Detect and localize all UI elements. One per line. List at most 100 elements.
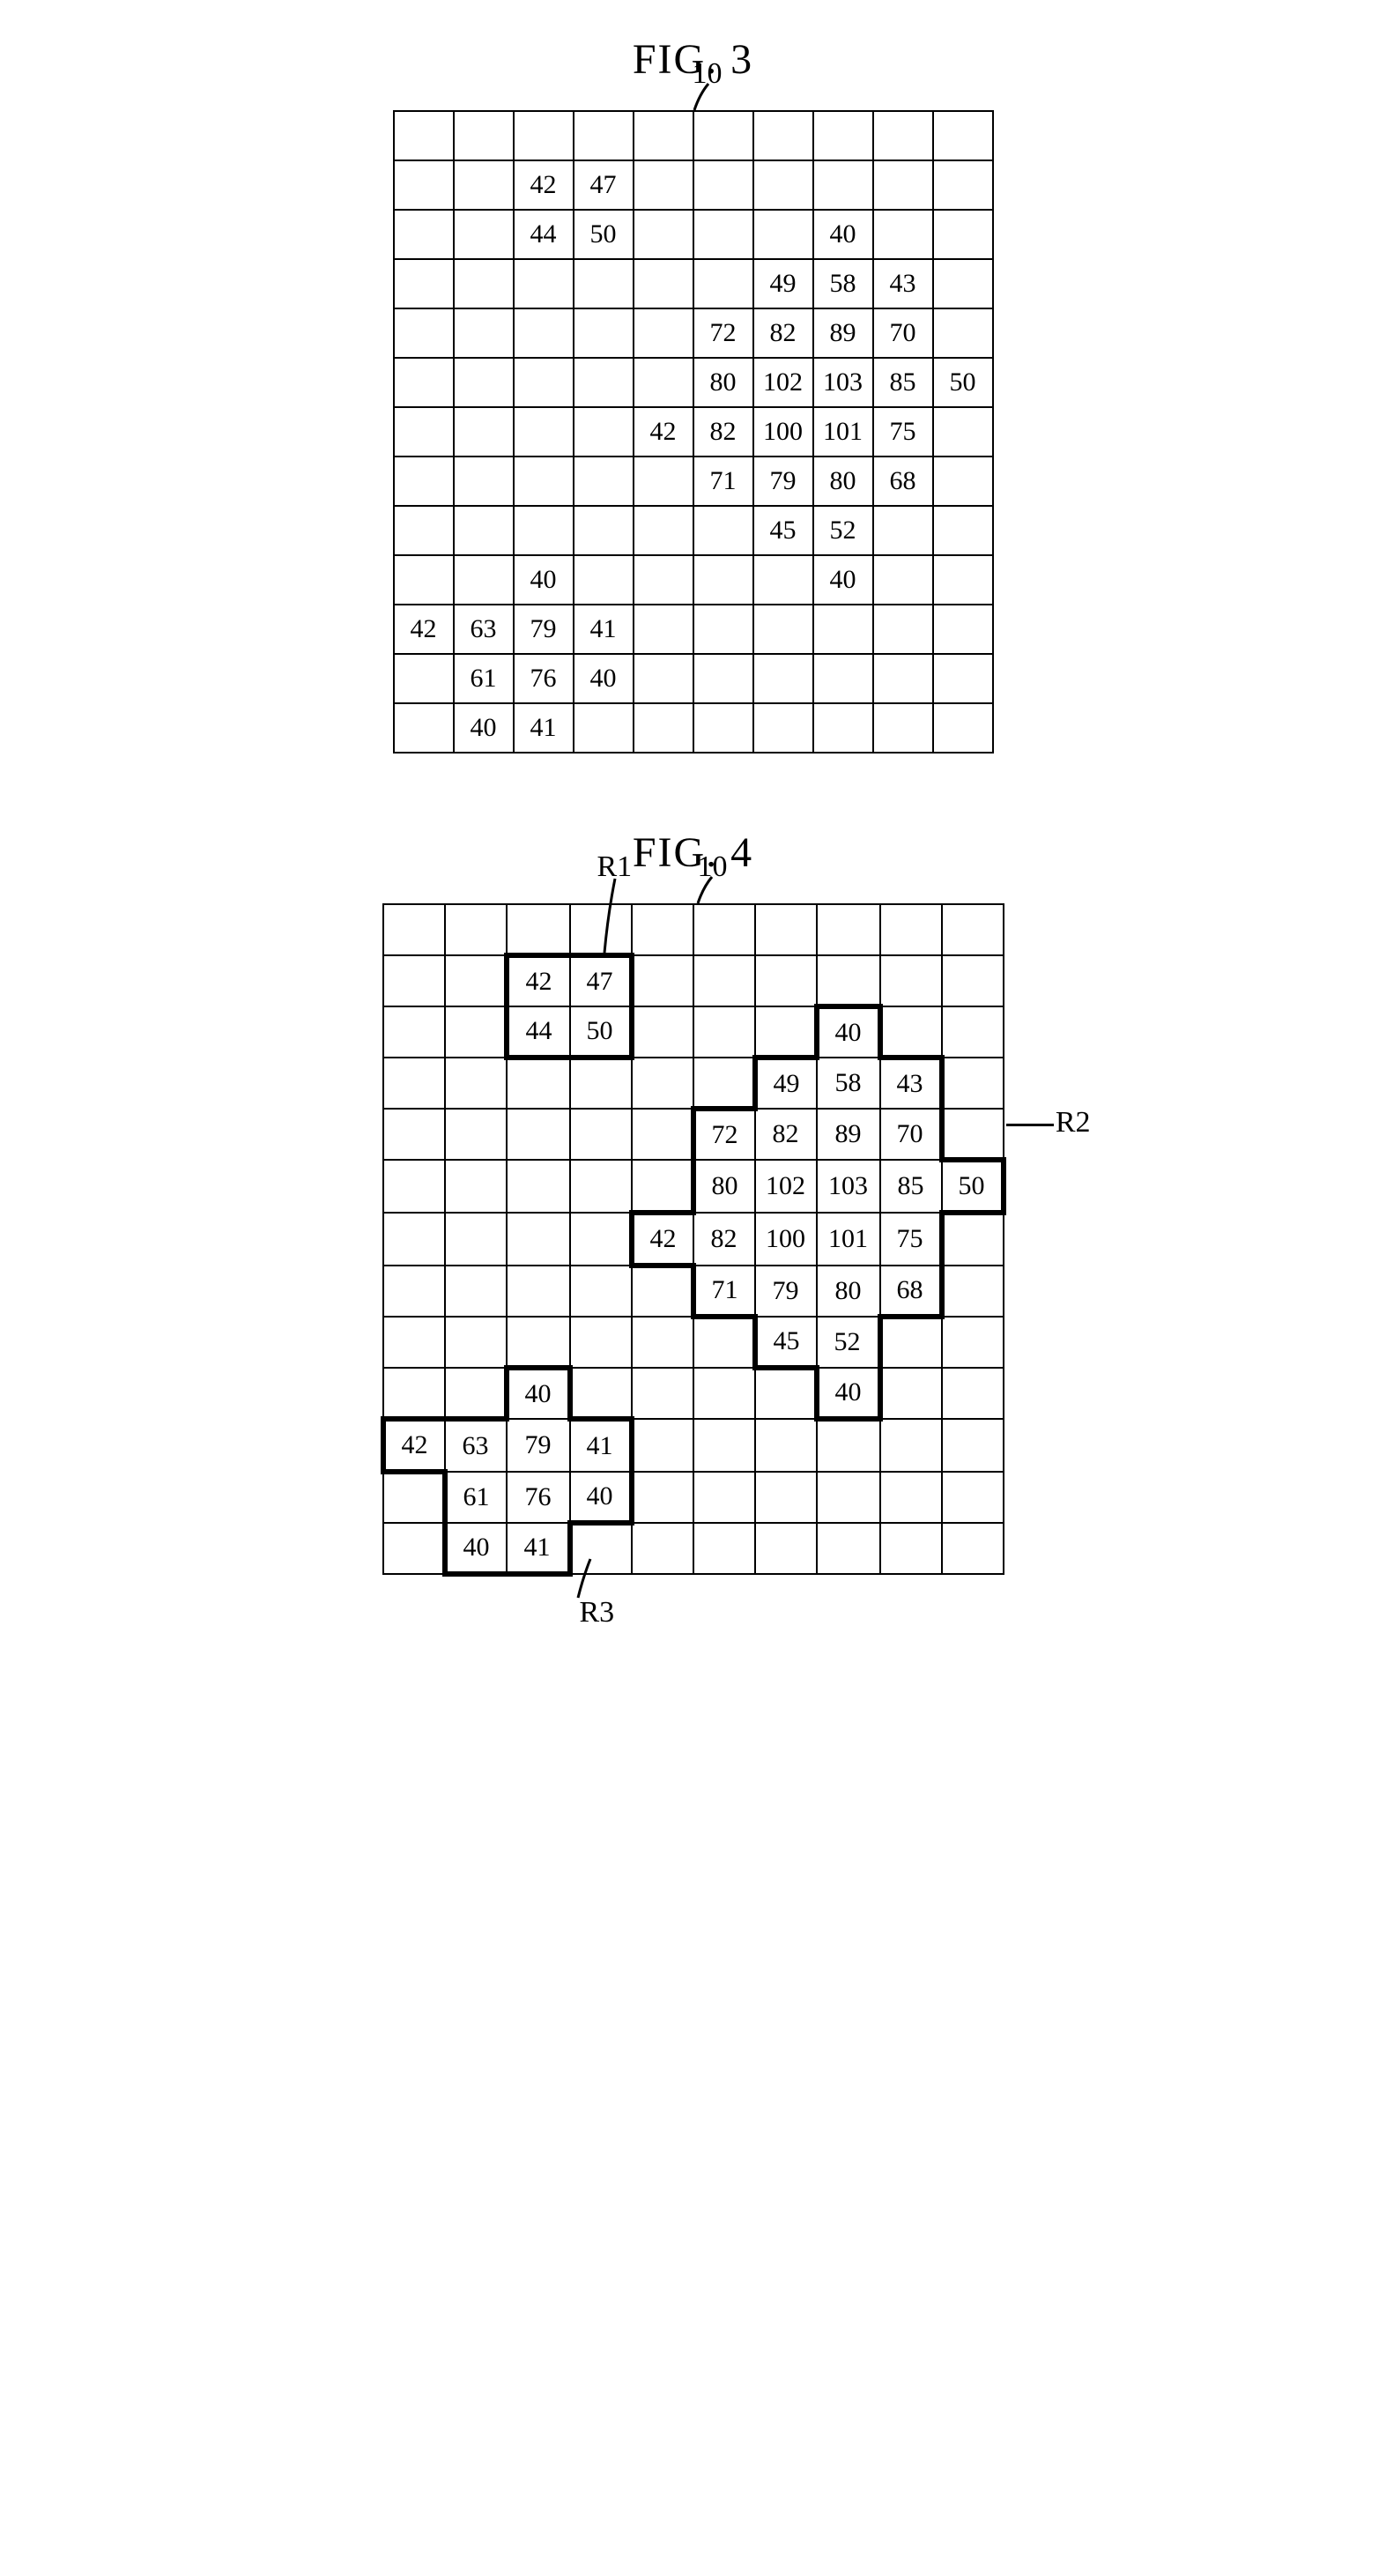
- grid-cell: [634, 259, 693, 308]
- grid-cell: [873, 160, 933, 210]
- grid-cell: 75: [880, 1213, 942, 1266]
- grid-cell: 71: [693, 457, 753, 506]
- grid-cell: [570, 1109, 632, 1160]
- grid-cell: [634, 457, 693, 506]
- grid-cell: [507, 1160, 570, 1213]
- grid-cell: 42: [514, 160, 574, 210]
- grid-cell: [693, 1368, 755, 1419]
- grid-cell: [693, 259, 753, 308]
- grid-cell: 82: [693, 407, 753, 457]
- grid-cell: 47: [570, 955, 632, 1006]
- grid-cell: [873, 111, 933, 160]
- grid-cell: [813, 654, 873, 703]
- grid-cell: 42: [632, 1213, 693, 1266]
- grid-cell: 45: [755, 1317, 817, 1368]
- grid-cell: [753, 555, 813, 605]
- grid-cell: 44: [514, 210, 574, 259]
- grid-cell: [445, 1266, 507, 1317]
- grid-cell: [507, 1266, 570, 1317]
- grid-cell: [942, 1317, 1004, 1368]
- grid-cell: 72: [693, 308, 753, 358]
- grid-cell: [632, 904, 693, 955]
- grid-cell: [632, 1109, 693, 1160]
- grid-cell: 102: [753, 358, 813, 407]
- grid-cell: [693, 1419, 755, 1472]
- grid-cell: [514, 308, 574, 358]
- grid-cell: [942, 1472, 1004, 1523]
- grid-cell: 76: [514, 654, 574, 703]
- grid-cell: [873, 654, 933, 703]
- grid-cell: [942, 1109, 1004, 1160]
- grid-cell: 76: [507, 1472, 570, 1523]
- grid-cell: 40: [570, 1472, 632, 1523]
- grid-cell: [942, 904, 1004, 955]
- grid-cell: [394, 506, 454, 555]
- grid-cell: [933, 605, 993, 654]
- grid-cell: [394, 654, 454, 703]
- grid-cell: [570, 1266, 632, 1317]
- grid-cell: [514, 457, 574, 506]
- grid-cell: [394, 308, 454, 358]
- grid-cell: [933, 407, 993, 457]
- grid-cell: [383, 1006, 445, 1058]
- grid-cell: [634, 160, 693, 210]
- grid-cell: [693, 904, 755, 955]
- grid-cell: [574, 111, 634, 160]
- grid-cell: [507, 1058, 570, 1109]
- grid-cell: 80: [693, 1160, 755, 1213]
- grid-cell: [693, 654, 753, 703]
- grid-cell: [632, 1472, 693, 1523]
- grid-cell: [817, 1472, 880, 1523]
- grid-cell: [383, 1058, 445, 1109]
- grid-cell: [817, 1419, 880, 1472]
- grid-cell: [394, 259, 454, 308]
- fig4-wrap: 10 R1 4247445040495843728289708010210385…: [381, 903, 1006, 1577]
- grid-cell: [693, 111, 753, 160]
- grid-cell: 42: [394, 605, 454, 654]
- grid-cell: [942, 1368, 1004, 1419]
- grid-cell: [445, 1109, 507, 1160]
- grid-cell: 40: [817, 1368, 880, 1419]
- grid-cell: [394, 703, 454, 753]
- grid-cell: [514, 358, 574, 407]
- grid-cell: 82: [693, 1213, 755, 1266]
- figure-3: FIG. 3 10 424744504049584372828970801021…: [393, 35, 994, 758]
- grid-cell: [693, 703, 753, 753]
- grid-cell: [383, 1213, 445, 1266]
- grid-cell: [755, 1523, 817, 1574]
- grid-cell: [570, 1368, 632, 1419]
- grid-cell: [817, 955, 880, 1006]
- grid-cell: 40: [507, 1368, 570, 1419]
- grid-cell: [570, 1058, 632, 1109]
- grid-cell: [693, 1006, 755, 1058]
- grid-cell: [445, 955, 507, 1006]
- grid-cell: [574, 259, 634, 308]
- grid-cell: 41: [574, 605, 634, 654]
- grid-cell: [813, 605, 873, 654]
- grid-cell: [514, 111, 574, 160]
- grid-cell: [880, 1472, 942, 1523]
- grid-cell: [753, 210, 813, 259]
- grid-cell: 100: [753, 407, 813, 457]
- grid-cell: [817, 904, 880, 955]
- grid-cell: [394, 457, 454, 506]
- grid-cell: [383, 1472, 445, 1523]
- grid-cell: 50: [574, 210, 634, 259]
- grid-cell: [574, 703, 634, 753]
- grid-cell: [632, 955, 693, 1006]
- grid-cell: 52: [813, 506, 873, 555]
- grid-cell: 89: [813, 308, 873, 358]
- grid-cell: [394, 407, 454, 457]
- grid-cell: 85: [880, 1160, 942, 1213]
- fig4-r2-leader: [1006, 1124, 1054, 1126]
- grid-cell: 45: [753, 506, 813, 555]
- grid-cell: [813, 703, 873, 753]
- grid-cell: [570, 904, 632, 955]
- grid-cell: 82: [753, 308, 813, 358]
- grid-cell: [880, 904, 942, 955]
- grid-cell: 50: [942, 1160, 1004, 1213]
- grid-cell: [383, 904, 445, 955]
- grid-cell: 100: [755, 1213, 817, 1266]
- grid-cell: 85: [873, 358, 933, 407]
- grid-cell: [755, 904, 817, 955]
